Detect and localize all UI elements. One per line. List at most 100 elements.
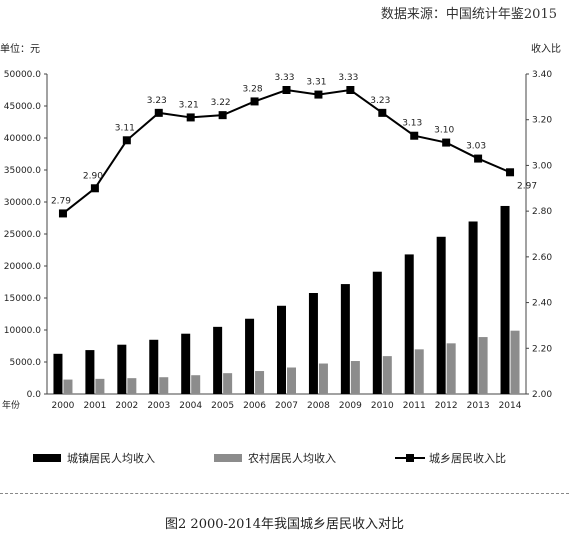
x-tick-label: 2012: [435, 401, 458, 411]
left-tick-label: 10000.0: [4, 326, 41, 336]
x-tick-label: 2001: [83, 401, 106, 411]
legend-rural: 农村居民人均收入: [214, 450, 336, 466]
x-tick-label: 2004: [179, 401, 202, 411]
x-tick-label: 2013: [467, 401, 490, 411]
right-tick-label: 3.20: [532, 116, 552, 126]
ratio-point: [90, 184, 99, 193]
source-note: 数据来源：中国统计年鉴2015: [380, 7, 557, 22]
ratio-data-label: 3.03: [466, 142, 486, 152]
legend-ratio: 城乡居民收入比: [395, 450, 506, 466]
bar-urban: [468, 221, 478, 394]
ratio-point: [410, 131, 419, 140]
ratio-data-label: 3.13: [402, 119, 422, 129]
x-tick-label: 2003: [147, 401, 170, 411]
bar-urban: [181, 333, 191, 394]
ratio-data-label: 3.23: [370, 96, 390, 106]
left-tick-label: 30000.0: [4, 198, 41, 208]
bar-urban: [85, 350, 95, 394]
x-tick-label: 2005: [211, 401, 234, 411]
bar-rural: [63, 379, 73, 394]
x-tick-label: 2014: [499, 401, 522, 411]
legend-rural-swatch: [214, 454, 242, 462]
x-tick-label: 2000: [52, 401, 75, 411]
ratio-point: [378, 108, 387, 117]
left-tick-label: 25000.0: [4, 230, 41, 240]
bar-rural: [414, 349, 424, 394]
ratio-point: [250, 97, 259, 106]
x-tick-label: 2010: [371, 401, 394, 411]
ratio-data-label: 3.28: [243, 84, 263, 94]
right-tick-label: 2.00: [532, 390, 552, 400]
ratio-point: [346, 86, 355, 94]
legend-urban-swatch: [33, 454, 61, 462]
ratio-line: [62, 88, 511, 215]
right-tick-label: 2.40: [532, 299, 552, 309]
ratio-data-label: 3.11: [115, 123, 135, 133]
figure-caption: 图2 2000-2014年我国城乡居民收入对比: [165, 517, 404, 532]
ratio-point: [218, 111, 227, 120]
bar-rural: [95, 378, 105, 394]
bar-urban: [436, 236, 446, 394]
x-tick-label: 2007: [275, 401, 298, 411]
bar-rural: [127, 378, 137, 394]
bar-urban: [308, 293, 318, 394]
bar-rural: [478, 337, 488, 394]
ratio-data-label: 2.79: [51, 196, 71, 206]
bar-urban: [404, 254, 414, 394]
ratio-point: [122, 136, 131, 145]
bar-rural: [287, 367, 296, 394]
ratio-data-label: 3.31: [306, 78, 326, 88]
bar-urban: [277, 305, 286, 394]
x-tick-label: 2011: [403, 401, 426, 411]
ratio-point: [314, 90, 323, 99]
ratio-data-label: 3.10: [434, 126, 454, 136]
bar-urban: [245, 318, 255, 394]
ratio-point: [58, 209, 67, 218]
bar-urban: [117, 344, 127, 394]
ratio-point: [442, 138, 451, 147]
income-chart: 0.0 5000.0 10000.0 15000.0 20000.0 25000.0 300…: [2, 70, 552, 411]
ratio-data-label: 3.33: [274, 73, 294, 83]
left-tick-label: 0.0: [27, 390, 42, 400]
x-tick-label: 2006: [243, 401, 266, 411]
ratio-data-label: 2.90: [83, 171, 103, 181]
right-tick-label: 2.60: [532, 253, 552, 263]
right-axis-unit: 收入比: [531, 44, 561, 55]
bar-urban: [149, 339, 159, 394]
legend-ratio-label: 城乡居民收入比: [429, 452, 506, 465]
left-tick-label: 20000.0: [4, 262, 41, 272]
divider: [0, 493, 569, 494]
ratio-point: [474, 154, 483, 163]
bar-rural: [350, 361, 360, 394]
x-tick-label: 2008: [307, 401, 330, 411]
legend-urban: 城镇居民人均收入: [33, 450, 155, 466]
bar-rural: [510, 330, 520, 394]
left-tick-label: 5000.0: [10, 358, 42, 368]
bar-rural: [159, 377, 169, 394]
bar-urban: [372, 271, 382, 394]
bar-urban: [500, 205, 510, 394]
ratio-point: [506, 168, 515, 177]
x-tick-label: 2009: [339, 401, 362, 411]
bar-rural: [446, 343, 456, 394]
x-axis-label: 年份: [2, 399, 20, 411]
ratio-data-label: 3.21: [179, 100, 199, 110]
legend-urban-label: 城镇居民人均收入: [67, 452, 155, 465]
right-tick-label: 2.20: [532, 344, 552, 354]
left-axis-unit: 单位：元: [0, 44, 40, 55]
left-tick-label: 35000.0: [4, 166, 41, 176]
x-tick-label: 2002: [115, 401, 138, 411]
legend-rural-label: 农村居民人均收入: [248, 452, 336, 465]
bar-rural: [255, 371, 265, 394]
ratio-point: [186, 113, 195, 122]
right-tick-label: 3.00: [532, 161, 552, 171]
right-tick-label: 2.80: [532, 207, 552, 217]
bar-urban: [340, 284, 350, 394]
ratio-data-label: 3.23: [147, 96, 167, 106]
bar-rural: [191, 375, 201, 394]
bar-rural: [382, 356, 392, 394]
bar-rural: [318, 363, 328, 394]
bar-urban: [213, 326, 223, 394]
ratio-point: [282, 86, 291, 94]
left-tick-label: 40000.0: [4, 134, 41, 144]
